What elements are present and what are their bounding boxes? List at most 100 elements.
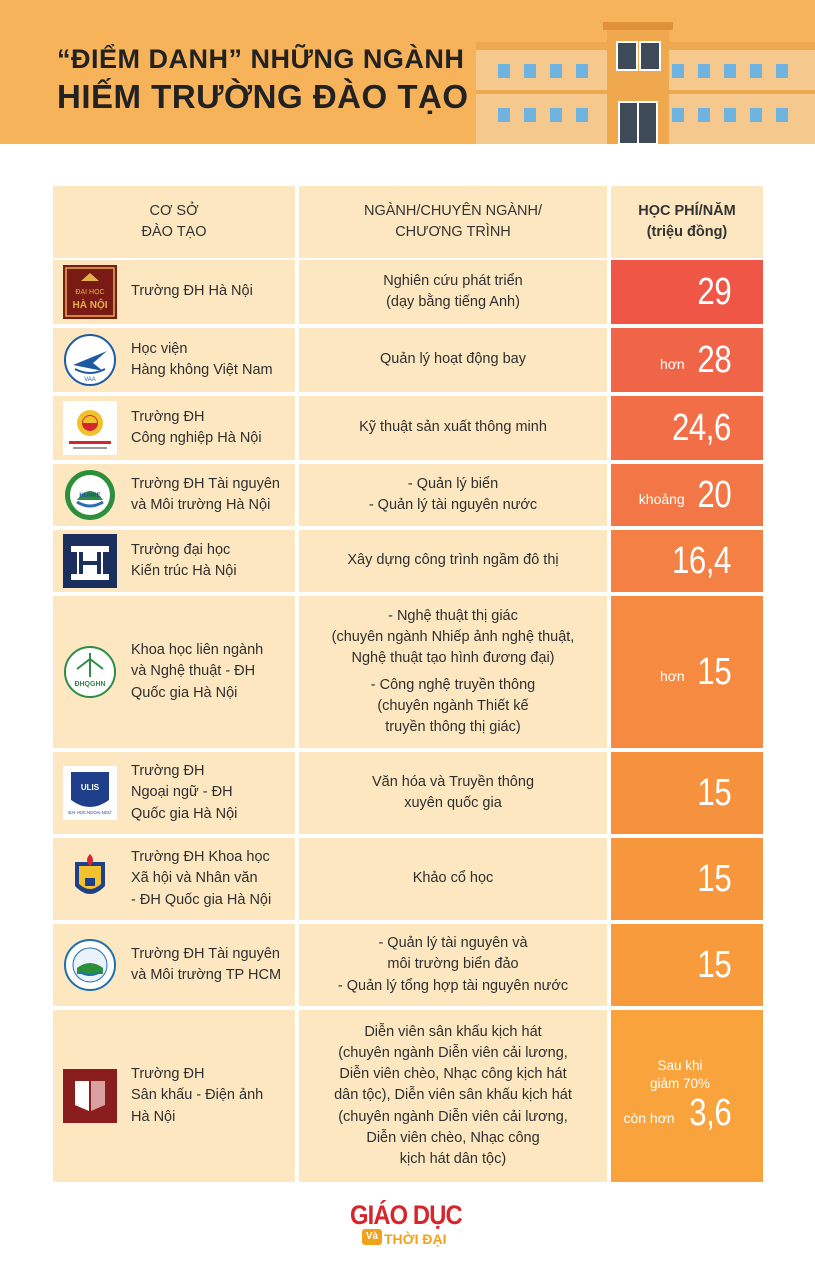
fee-prefix: khoảng xyxy=(638,491,685,507)
architecture-university-logo xyxy=(63,534,117,588)
fee-value: 3,6 xyxy=(688,1092,732,1135)
major-cell: - Nghệ thuật thị giác (chuyên ngành Nhiếp… xyxy=(299,596,607,748)
major-line: Nghiên cứu phát triển xyxy=(383,272,523,289)
school-name-line: Trường ĐH Tài nguyên xyxy=(131,945,280,962)
school-name: Trường ĐH Công nghiệp Hà Nội xyxy=(131,407,262,449)
major-line: (chuyên ngành Diễn viên cải lương, xyxy=(338,1045,568,1062)
major-line: - Quản lý tài nguyên và xyxy=(378,935,528,952)
major-line: (chuyên ngành Diễn viên cải lương, xyxy=(338,1108,568,1125)
fee-cell: hơn 15 xyxy=(611,596,763,748)
major-line: (dạy bằng tiếng Anh) xyxy=(386,294,520,310)
major-line: (chuyên ngành Nhiếp ảnh nghệ thuật, xyxy=(331,628,575,645)
header-fee-line-1: HỌC PHÍ/NĂM xyxy=(638,202,736,219)
major-line: (chuyên ngành Thiết kế xyxy=(377,698,529,715)
major-cell: - Quản lý tài nguyên và môi trường biển đ… xyxy=(299,924,607,1006)
brand-bottom-text: THỜI ĐẠI xyxy=(384,1231,447,1247)
fee-cell: Sau khi giảm 70% còn hơn 3,6 xyxy=(611,1010,763,1182)
fee-note-line: Sau khi xyxy=(657,1057,703,1073)
svg-text:ĐẠI HỌC: ĐẠI HỌC xyxy=(75,289,104,296)
header-major-line-2: CHƯƠNG TRÌNH xyxy=(395,224,511,240)
fee-cell: 15 xyxy=(611,752,763,834)
school-building-illustration xyxy=(476,22,815,144)
header-school-line-2: ĐÀO TẠO xyxy=(141,224,207,240)
school-name-line: Quốc gia Hà Nội xyxy=(131,805,238,822)
school-cell: VAA Học viện Hàng không Việt Nam xyxy=(53,328,295,392)
header-school: CƠ SỞ ĐÀO TẠO xyxy=(53,186,295,258)
major-line: Nghệ thuật tạo hình đương đại) xyxy=(351,649,555,666)
header-fee: HỌC PHÍ/NĂM (triệu đồng) xyxy=(611,186,763,258)
fee-value: 29 xyxy=(697,270,731,313)
school-name: Trường ĐH Ngoại ngữ - ĐH Quốc gia Hà Nội xyxy=(131,761,237,824)
school-cell: HUNRE Trường ĐH Tài nguyên và Môi trường … xyxy=(53,464,295,526)
major-cell: - Quản lý biển - Quản lý tài nguyên nước xyxy=(299,464,607,526)
school-name: Học viện Hàng không Việt Nam xyxy=(131,339,273,381)
school-cell: Trường ĐH Sân khấu - Điện ảnh Hà Nội xyxy=(53,1010,295,1182)
theatre-film-university-logo xyxy=(63,1069,117,1123)
school-name-line: Trường ĐH xyxy=(131,408,205,425)
fee-value: 15 xyxy=(697,650,731,693)
fee-cell: 24,6 xyxy=(611,396,763,460)
school-name-line: Quốc gia Hà Nội xyxy=(131,684,238,701)
giao-duc-thoi-dai-logo: GIÁO DỤC Và THỜI ĐẠI xyxy=(350,1200,490,1250)
major-line: - Quản lý biển xyxy=(407,475,499,492)
table-row: Trường ĐH Sân khấu - Điện ảnh Hà Nội Diễn … xyxy=(53,1010,763,1182)
school-name: Trường ĐH Hà Nội xyxy=(131,281,253,302)
fee-cell: khoảng 20 xyxy=(611,464,763,526)
major-line: Khảo cổ học xyxy=(412,870,494,887)
major-line: Diễn viên sân khấu kịch hát xyxy=(364,1024,542,1041)
fee-value: 15 xyxy=(697,943,731,986)
header-school-line-1: CƠ SỞ xyxy=(149,202,199,219)
school-name-line: và Môi trường TP HCM xyxy=(131,967,282,983)
hunre-logo: HUNRE xyxy=(63,468,117,522)
fee-cell: hơn 28 xyxy=(611,328,763,392)
major-line: Văn hóa và Truyền thông xyxy=(371,773,535,790)
school-name: Trường ĐH Khoa học Xã hội và Nhân văn - ĐH… xyxy=(131,847,271,910)
fee-value: 16,4 xyxy=(671,539,731,582)
fee-value: 20 xyxy=(697,473,731,516)
school-name: Trường đại học Kiến trúc Hà Nội xyxy=(131,540,237,582)
school-name-line: Trường ĐH xyxy=(131,763,205,780)
major-line: - Công nghệ truyền thông xyxy=(370,677,536,693)
table-row: Trường ĐH Khoa học Xã hội và Nhân văn - ĐH… xyxy=(53,838,763,920)
table-row: ĐHQGHN Khoa học liên ngành và Nghệ thuật … xyxy=(53,596,763,748)
fee-value: 15 xyxy=(697,857,731,900)
school-cell: Trường đại học Kiến trúc Hà Nội xyxy=(53,530,295,592)
school-name-line: Trường ĐH Hà Nội xyxy=(131,283,253,300)
vnu-logo: ĐHQGHN xyxy=(63,645,117,699)
school-name-line: Công nghiệp Hà Nội xyxy=(131,430,262,446)
fee-prefix: hơn xyxy=(659,356,685,372)
svg-text:ULIS: ULIS xyxy=(81,783,100,792)
school-name-line: Hàng không Việt Nam xyxy=(131,362,273,378)
title-line-1: “ĐIỂM DANH” NHỮNG NGÀNH xyxy=(57,44,465,74)
school-cell: ĐHQGHN Khoa học liên ngành và Nghệ thuật … xyxy=(53,596,295,748)
school-name-line: và Môi trường Hà Nội xyxy=(131,497,271,513)
hcmunre-logo xyxy=(63,938,117,992)
haui-logo xyxy=(63,401,117,455)
school-cell: Trường ĐH Tài nguyên và Môi trường TP HCM xyxy=(53,924,295,1006)
school-name-line: Trường ĐH Tài nguyên xyxy=(131,475,280,492)
school-name-line: Ngoại ngữ - ĐH xyxy=(131,784,233,801)
major-cell: Xây dựng công trình ngầm đô thị xyxy=(299,530,607,592)
table-row: Trường ĐH Tài nguyên và Môi trường TP HCM… xyxy=(53,924,763,1006)
major-line: - Nghệ thuật thị giác xyxy=(388,607,518,624)
fee-cell: 15 xyxy=(611,924,763,1006)
major-line: truyền thông thị giác) xyxy=(385,719,521,736)
header-major: NGÀNH/CHUYÊN NGÀNH/ CHƯƠNG TRÌNH xyxy=(299,186,607,258)
school-name-line: Trường ĐH Khoa học xyxy=(131,849,270,866)
fee-cell: 16,4 xyxy=(611,530,763,592)
svg-text:HÀ NỘI: HÀ NỘI xyxy=(73,298,108,311)
major-line: xuyên quốc gia xyxy=(404,795,502,811)
major-line: Diễn viên chèo, Nhạc công xyxy=(366,1129,540,1146)
fee-value: 24,6 xyxy=(671,406,731,449)
school-name-line: và Nghệ thuật - ĐH xyxy=(131,663,256,680)
svg-text:VAA: VAA xyxy=(84,377,96,383)
fee-cell: 29 xyxy=(611,260,763,324)
school-name-line: Xã hội và Nhân văn xyxy=(131,870,258,887)
title-line-2: HIẾM TRƯỜNG ĐÀO TẠO xyxy=(57,78,469,115)
major-line: kịch hát dân tộc) xyxy=(399,1150,507,1167)
fee-prefix: còn hơn xyxy=(623,1109,675,1126)
major-line: Kỹ thuật sản xuất thông minh xyxy=(359,419,547,436)
table-row: VAA Học viện Hàng không Việt Nam Quản lý … xyxy=(53,328,763,392)
fee-prefix: hơn xyxy=(659,668,685,684)
table-row: ULIS ĐẠI HỌC NGOẠI NGỮ Trường ĐH Ngoại ngữ… xyxy=(53,752,763,834)
